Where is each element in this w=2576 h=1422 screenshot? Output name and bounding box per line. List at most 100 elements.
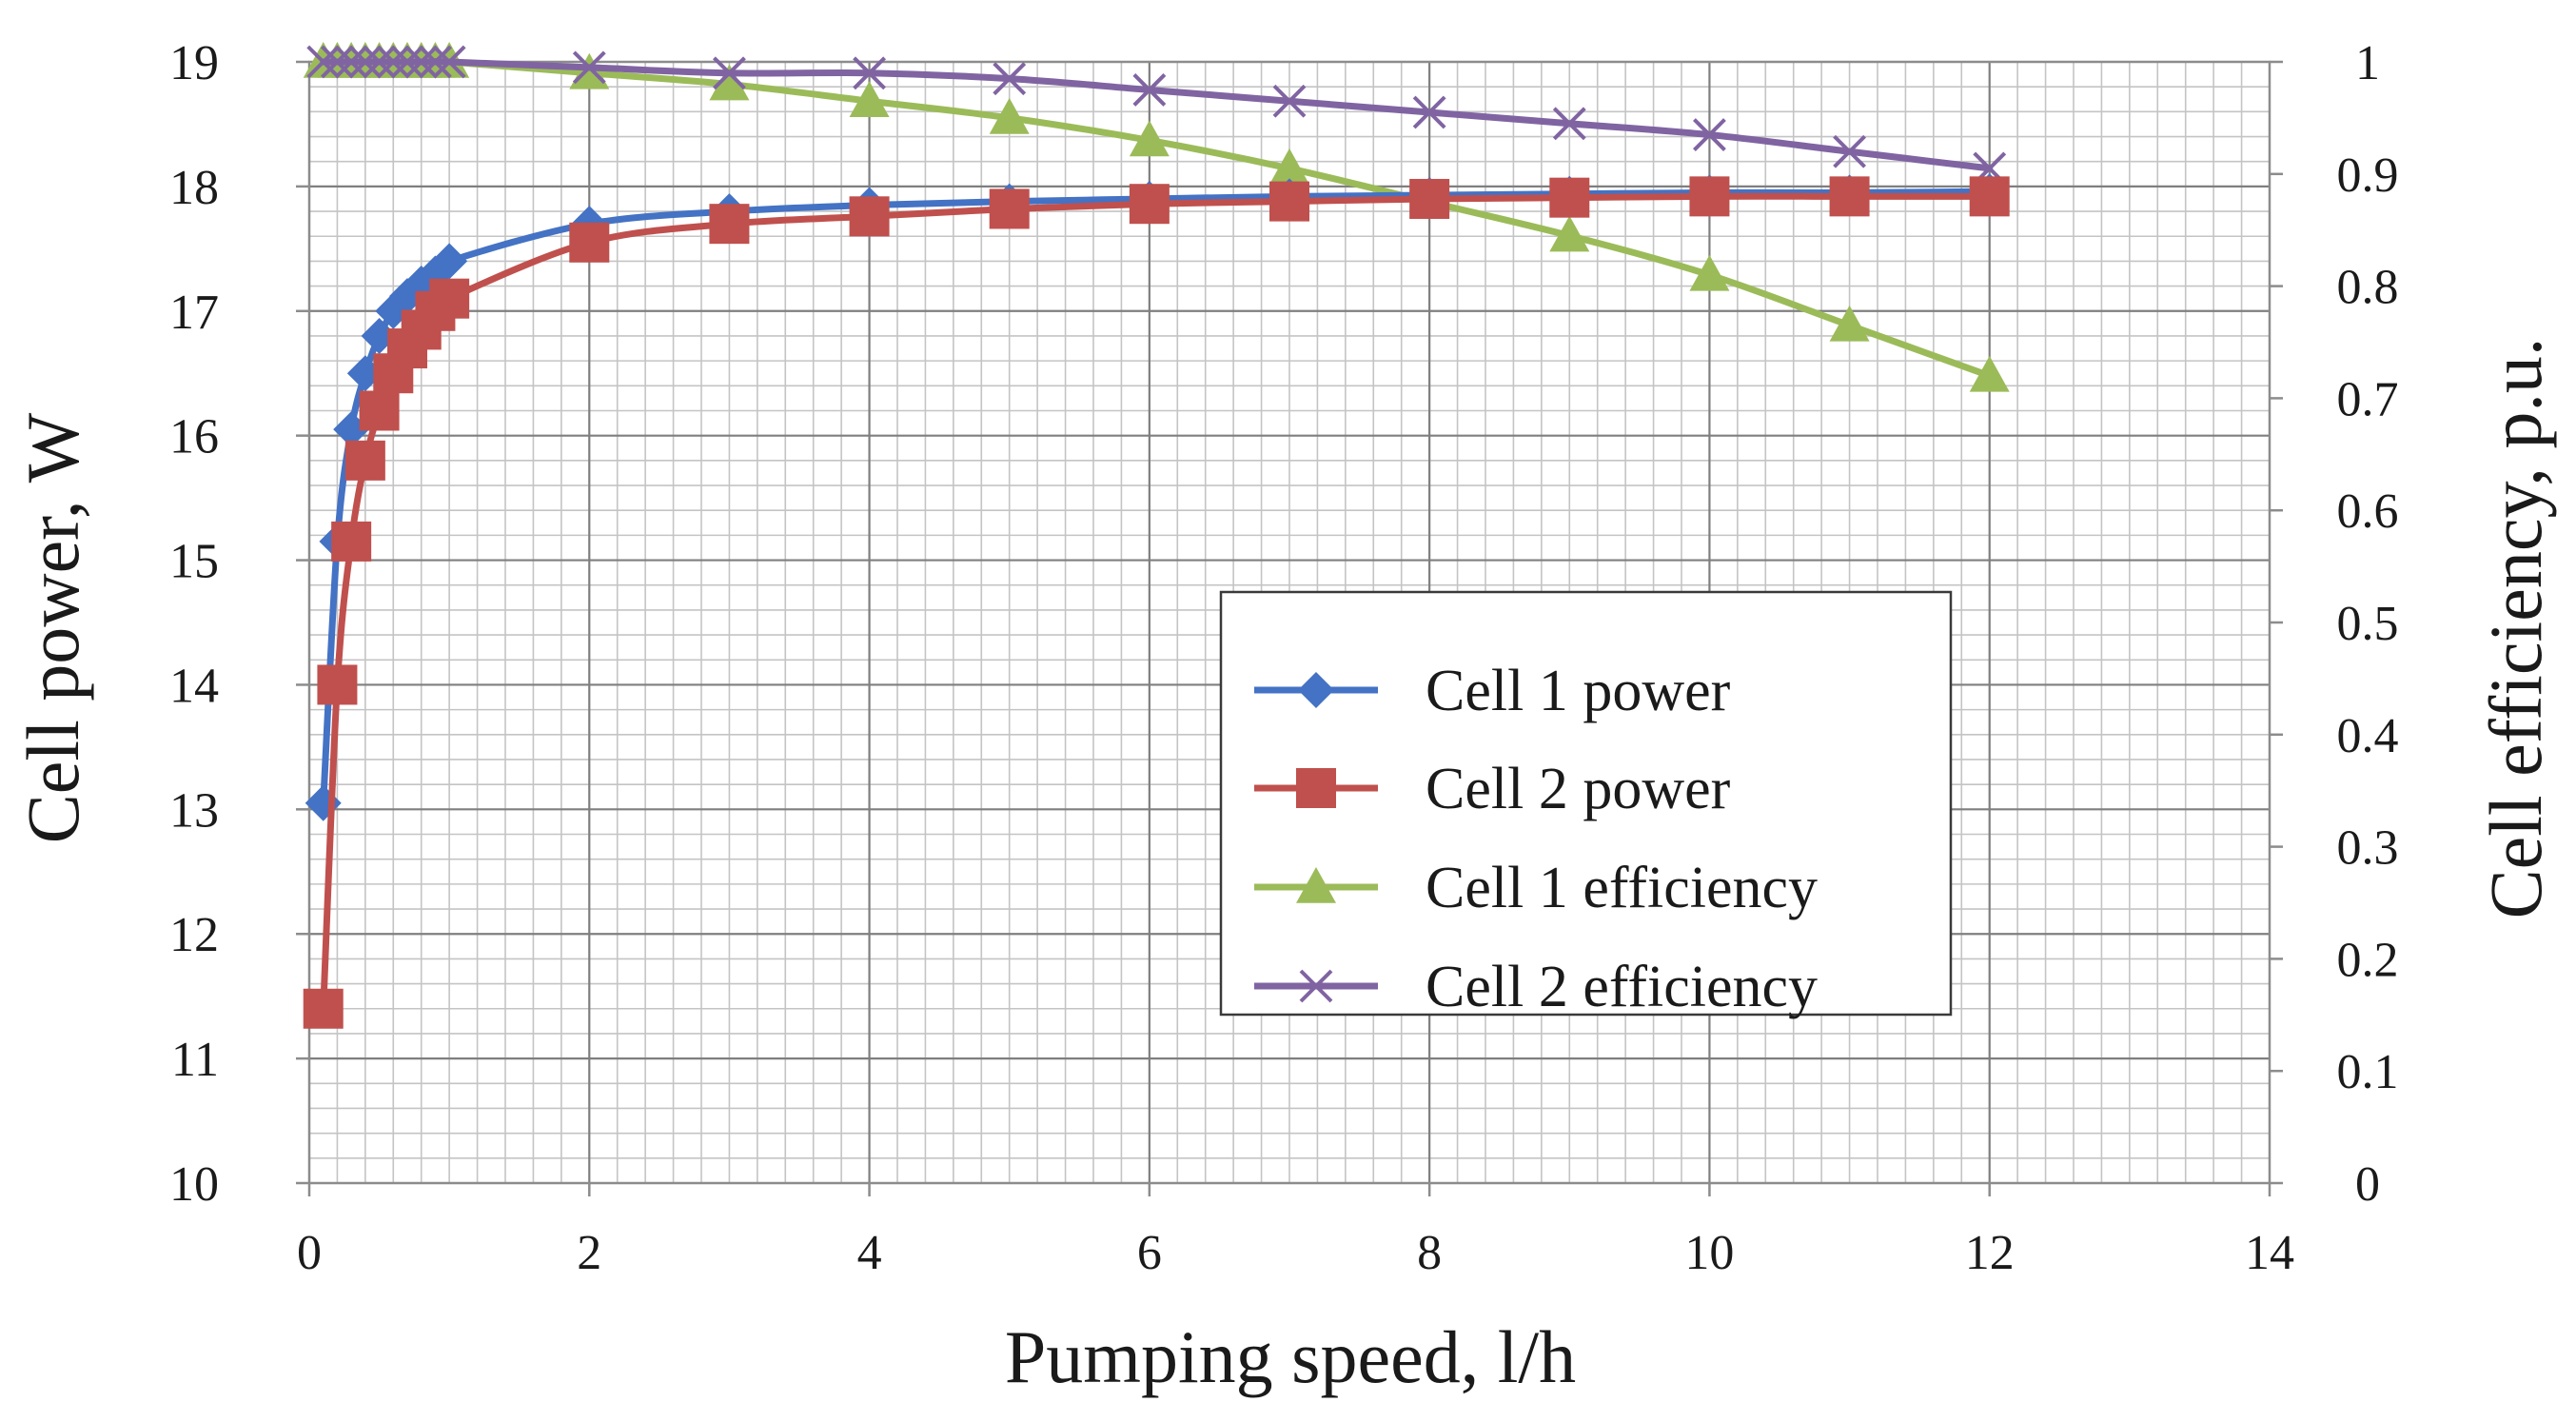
x-tick-label: 6 xyxy=(1137,1226,1162,1280)
left-tick-label: 17 xyxy=(169,286,219,340)
series-cell-2-power xyxy=(303,176,2010,1029)
legend-label: Cell 1 efficiency xyxy=(1426,856,1818,920)
data-point-cell-2-power xyxy=(331,521,372,562)
x-marker-stroke xyxy=(1299,969,1333,1003)
legend-box xyxy=(1219,590,1953,1017)
data-point-cell-2-power xyxy=(1689,176,1730,217)
x-marker-stroke xyxy=(321,45,354,79)
data-point-cell-2-efficiency xyxy=(390,45,424,79)
left-tick-label: 11 xyxy=(171,1033,219,1087)
data-point-cell-2-power xyxy=(1549,177,1590,218)
x-axis-tick-labels: 0 2 4 6 8 10 12 14 xyxy=(297,1226,2294,1280)
right-tick-label: 0.6 xyxy=(2337,484,2399,539)
legend-swatch-marker xyxy=(1298,672,1334,708)
left-tick-label: 15 xyxy=(169,535,219,589)
x-tick-label: 10 xyxy=(1684,1226,1734,1280)
x-marker-stroke xyxy=(334,45,368,79)
left-tick-label: 10 xyxy=(169,1157,219,1212)
data-point-cell-2-power xyxy=(849,196,890,237)
right-tick-label: 0.2 xyxy=(2337,933,2399,987)
data-point-cell-2-efficiency xyxy=(1132,73,1167,107)
legend: Cell 1 power Cell 2 power Cell 1 efficienc… xyxy=(1219,590,1953,1019)
x-tick-label: 0 xyxy=(297,1226,322,1280)
data-point-cell-2-efficiency xyxy=(306,45,341,79)
data-point-cell-2-efficiency xyxy=(419,45,452,79)
right-tick-label: 1 xyxy=(2355,36,2380,90)
data-point-cell-2-efficiency xyxy=(1272,84,1307,118)
x-tick-label: 14 xyxy=(2245,1226,2294,1280)
left-tick-label: 16 xyxy=(169,410,219,464)
data-point-cell-2-power xyxy=(303,988,344,1029)
x-tick-label: 2 xyxy=(577,1226,601,1280)
data-point-cell-2-power xyxy=(1969,176,2010,217)
tick-marks xyxy=(296,60,2283,1196)
data-point-cell-2-efficiency xyxy=(853,56,886,90)
data-point-cell-2-power xyxy=(709,204,750,245)
data-point-cell-2-efficiency xyxy=(363,45,396,79)
series-cell-2-efficiency xyxy=(306,45,2007,186)
data-point-cell-2-power xyxy=(429,278,470,319)
right-tick-label: 0.9 xyxy=(2337,148,2399,203)
data-point-cell-2-efficiency xyxy=(993,62,1027,96)
legend-label: Cell 2 power xyxy=(1426,757,1731,821)
x-marker-stroke xyxy=(1693,118,1726,151)
legend-swatch-marker xyxy=(1296,867,1336,903)
data-point-cell-2-efficiency xyxy=(713,56,746,90)
x-marker-stroke xyxy=(390,45,424,79)
data-point-cell-1-efficiency xyxy=(1129,120,1170,157)
data-point-cell-2-efficiency xyxy=(432,45,466,79)
data-point-cell-2-efficiency xyxy=(348,45,383,79)
data-point-cell-2-efficiency xyxy=(1693,118,1726,151)
legend-entry-cell-1-power: Cell 1 power xyxy=(1254,659,1731,723)
right-axis-tick-labels: 0 0.1 0.2 0.3 0.4 0.5 0.6 0.7 0.8 0.9 1 xyxy=(2337,36,2399,1212)
left-tick-label: 12 xyxy=(169,908,219,962)
series-layer xyxy=(303,42,2010,1029)
data-point-cell-2-efficiency xyxy=(1412,95,1446,129)
legend-entry-cell-2-power: Cell 2 power xyxy=(1254,757,1731,821)
data-point-cell-2-efficiency xyxy=(572,50,606,85)
data-point-cell-2-efficiency xyxy=(1552,107,1586,141)
data-point-cell-1-efficiency xyxy=(709,64,750,101)
legend-label: Cell 1 power xyxy=(1426,659,1731,723)
data-point-cell-2-power xyxy=(1409,178,1450,219)
legend-swatch-marker xyxy=(1296,768,1336,808)
data-point-cell-2-power xyxy=(1269,181,1309,222)
right-tick-label: 0.1 xyxy=(2337,1045,2399,1099)
x-axis-title: Pumping speed, l/h xyxy=(1005,1315,1576,1398)
x-marker-stroke xyxy=(713,56,746,90)
x-marker-stroke xyxy=(1272,84,1307,118)
right-tick-label: 0.5 xyxy=(2337,597,2399,651)
data-point-cell-1-efficiency xyxy=(849,81,890,118)
data-point-cell-1-efficiency xyxy=(1549,215,1590,252)
legend-entry-cell-2-efficiency: Cell 2 efficiency xyxy=(1254,955,1818,1019)
x-marker-stroke xyxy=(1833,134,1866,168)
x-marker-stroke xyxy=(306,45,341,79)
left-tick-label: 13 xyxy=(169,783,219,838)
x-tick-label: 12 xyxy=(1965,1226,2015,1280)
x-marker-stroke xyxy=(993,62,1027,96)
x-marker-stroke xyxy=(572,50,606,85)
data-point-cell-2-power xyxy=(359,390,400,431)
left-tick-label: 14 xyxy=(169,659,219,713)
data-point-cell-1-power xyxy=(431,243,468,280)
data-point-cell-2-efficiency xyxy=(334,45,368,79)
data-point-cell-2-power xyxy=(569,222,610,263)
legend-entry-cell-1-efficiency: Cell 1 efficiency xyxy=(1254,856,1818,920)
left-axis-title: Cell power, W xyxy=(11,412,94,843)
data-point-cell-2-efficiency xyxy=(321,45,354,79)
right-tick-label: 0.3 xyxy=(2337,821,2399,876)
data-point-cell-2-efficiency xyxy=(1833,134,1866,168)
data-point-cell-2-power xyxy=(317,664,358,705)
x-marker-stroke xyxy=(432,45,466,79)
data-point-cell-1-efficiency xyxy=(1689,254,1730,291)
right-tick-label: 0.8 xyxy=(2337,261,2399,315)
x-marker-stroke xyxy=(1132,73,1167,107)
data-point-cell-1-efficiency xyxy=(1969,355,2010,392)
data-point-cell-1-efficiency xyxy=(1829,305,1870,342)
x-tick-label: 8 xyxy=(1417,1226,1442,1280)
x-marker-stroke xyxy=(363,45,396,79)
right-tick-label: 0.4 xyxy=(2337,709,2399,763)
x-marker-stroke xyxy=(419,45,452,79)
left-axis-tick-labels: 10 11 12 13 14 15 16 17 18 19 xyxy=(169,36,219,1212)
